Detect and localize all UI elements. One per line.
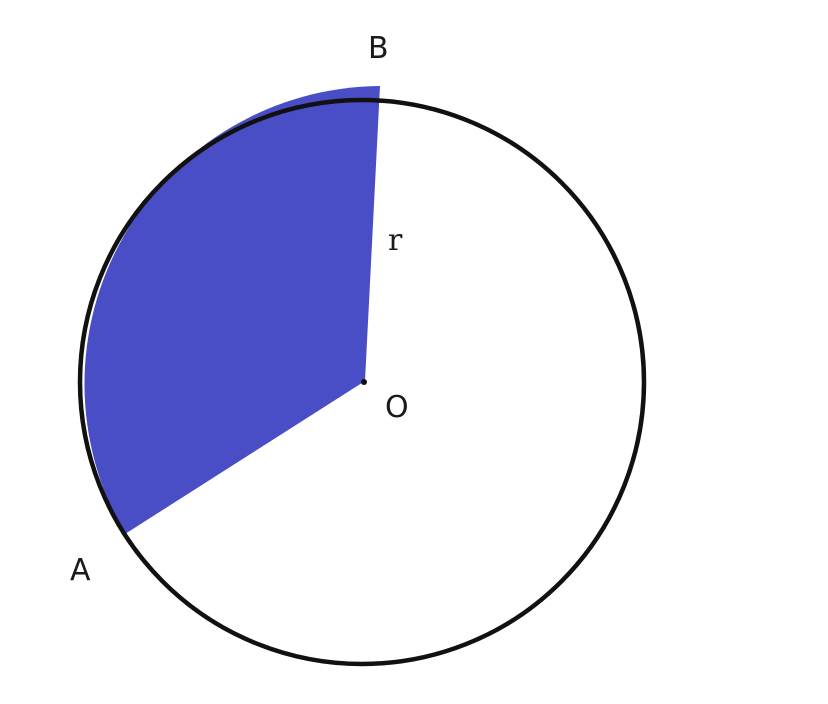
label-point-b: B (368, 31, 389, 66)
label-center-o: O (385, 390, 409, 425)
center-point (361, 379, 367, 385)
label-radius: r (388, 223, 403, 258)
label-point-a: A (70, 553, 91, 588)
shaded-sector-aob (84, 86, 380, 534)
circle-outline (77, 97, 647, 667)
